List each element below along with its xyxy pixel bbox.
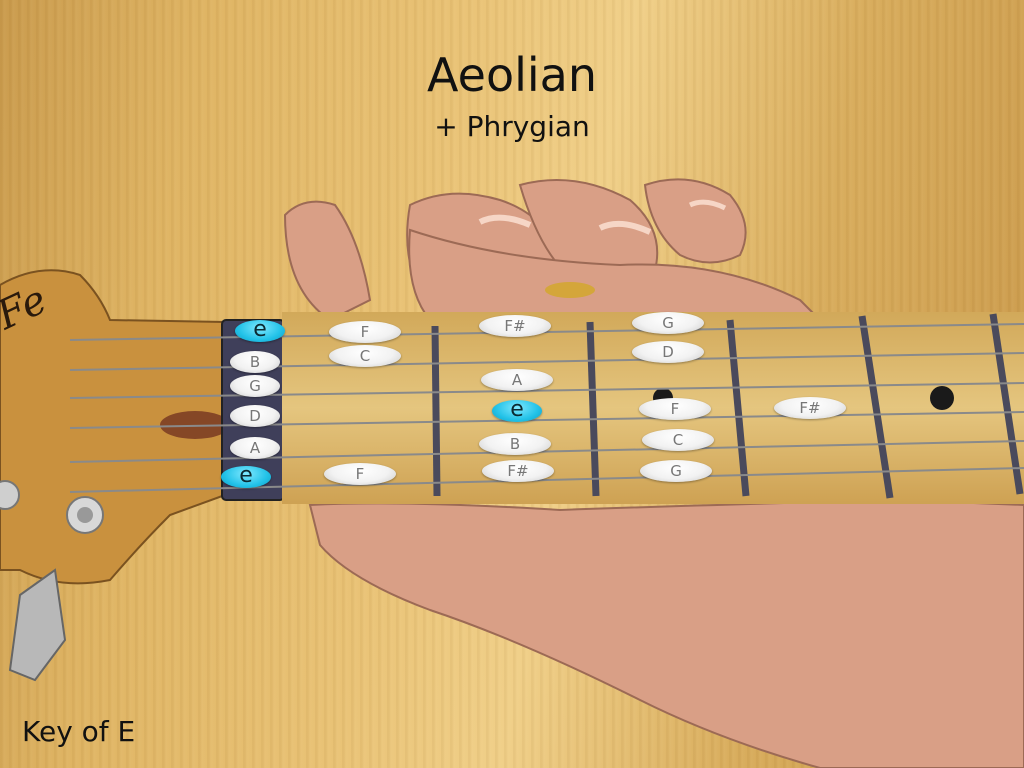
note-s4-f3: F	[639, 398, 711, 420]
note-s6-f3: G	[640, 460, 712, 482]
note-s2-f3: D	[632, 341, 704, 363]
note-s1-f3: G	[632, 312, 704, 334]
note-s2-f1: C	[329, 345, 401, 367]
note-s4-f4: F#	[774, 397, 846, 419]
note-s6-f2: F#	[482, 460, 554, 482]
fret-marker	[930, 386, 954, 410]
open-string-note-2: B	[230, 351, 280, 373]
note-s5-f3: C	[642, 429, 714, 451]
open-string-note-6: e	[221, 466, 271, 488]
note-s3-f2: A	[481, 369, 553, 391]
note-s6-f1: F	[324, 463, 396, 485]
open-string-note-1: e	[235, 320, 285, 342]
page-subtitle: + Phrygian	[0, 110, 1024, 143]
headstock: Fe	[0, 270, 230, 680]
note-s1-f1: F	[329, 321, 401, 343]
note-s5-f2: B	[479, 433, 551, 455]
ring	[545, 282, 595, 298]
note-s1-f2: F#	[479, 315, 551, 337]
open-string-note-3: G	[230, 375, 280, 397]
page-title: Aeolian	[0, 48, 1024, 102]
open-string-note-4: D	[230, 405, 280, 427]
note-s4-f2: e	[492, 400, 542, 422]
key-label: Key of E	[22, 715, 135, 748]
open-string-note-5: A	[230, 437, 280, 459]
